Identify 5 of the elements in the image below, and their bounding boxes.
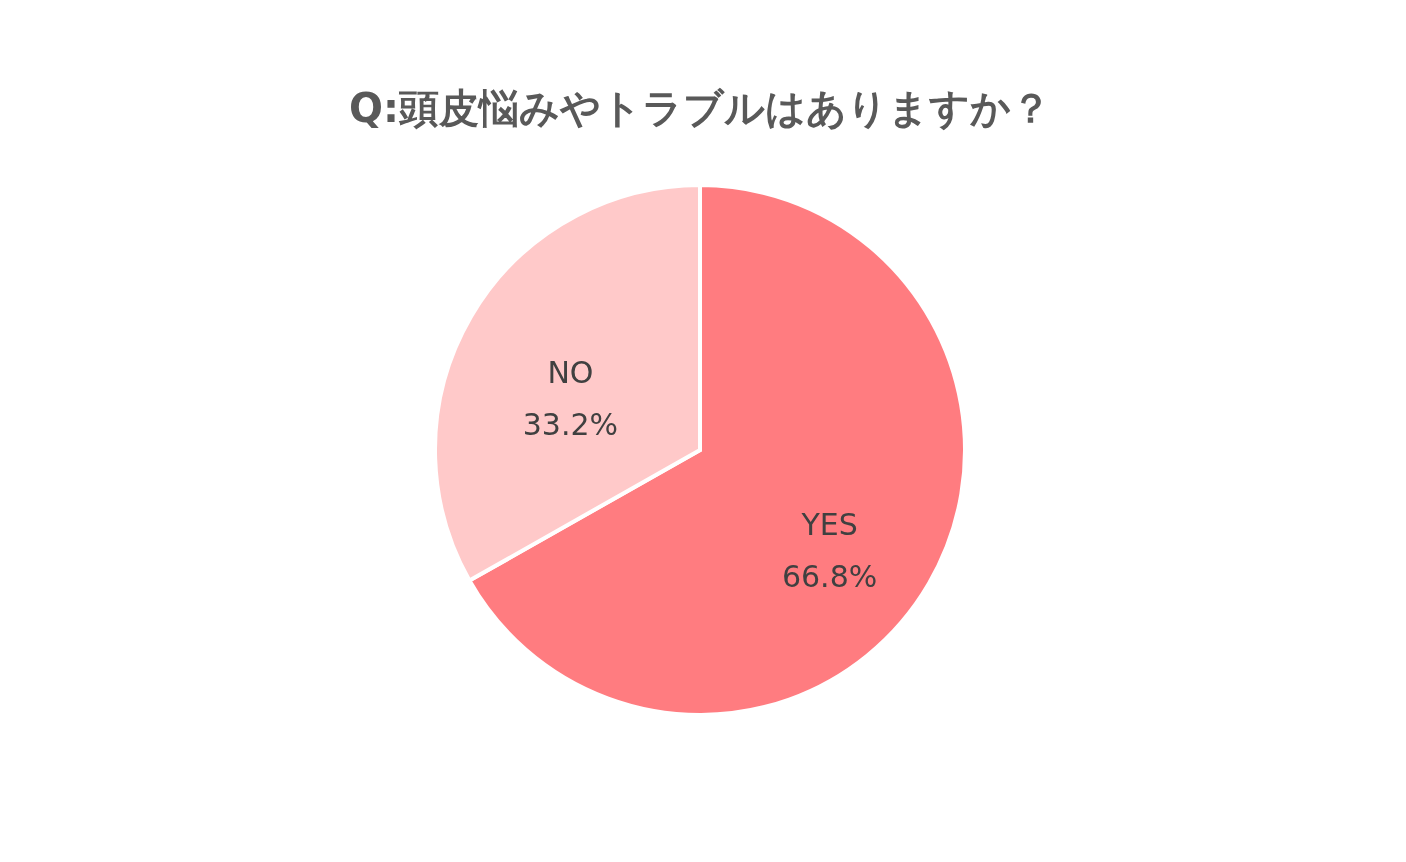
- slice-label: YES: [800, 506, 858, 542]
- data-label: 66.8%: [781, 558, 878, 594]
- data-label: 33.2%: [522, 407, 619, 443]
- slice-label: NO: [547, 355, 594, 391]
- chart-title: Q:頭皮悩みやトラブルはありますか？: [349, 85, 1051, 131]
